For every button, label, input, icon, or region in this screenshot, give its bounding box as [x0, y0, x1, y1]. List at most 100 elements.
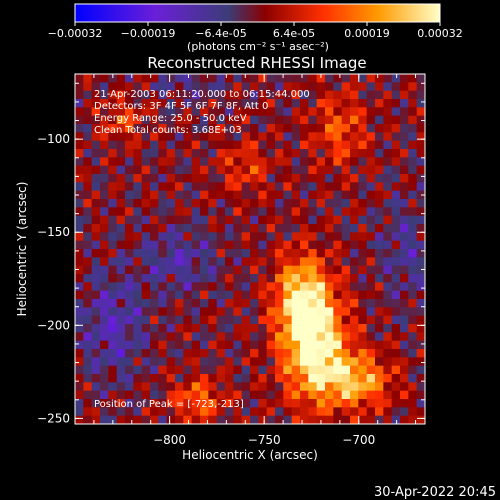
heatmap-cell	[141, 340, 151, 350]
heatmap-cell	[241, 290, 251, 300]
heatmap-cell	[166, 124, 176, 133]
heatmap-cell	[266, 74, 276, 83]
heatmap-cell	[91, 290, 101, 300]
heatmap-cell	[191, 315, 201, 325]
heatmap-cell	[125, 174, 134, 183]
heatmap-cell	[325, 182, 334, 192]
heatmap-cell	[283, 407, 293, 417]
heatmap-cell	[175, 165, 184, 175]
heatmap-cell	[233, 257, 243, 267]
heatmap-cell	[225, 340, 234, 350]
heatmap-cell	[366, 124, 376, 133]
heatmap-cell	[358, 290, 368, 300]
heatmap-cell	[283, 190, 293, 200]
heatmap-cell	[333, 399, 343, 408]
heatmap-cell	[158, 357, 168, 367]
heatmap-cell	[325, 99, 334, 108]
heatmap-cell	[75, 232, 84, 242]
heatmap-cell	[116, 140, 126, 150]
heatmap-cell	[75, 99, 84, 108]
heatmap-cell	[83, 299, 93, 308]
heatmap-cell	[75, 257, 84, 267]
heatmap-cell	[391, 399, 401, 408]
heatmap-cell	[225, 149, 234, 158]
heatmap-cell	[141, 115, 151, 125]
heatmap-cell	[191, 74, 201, 83]
heatmap-cell	[383, 265, 393, 275]
heatmap-cell	[416, 315, 426, 325]
heatmap-cell	[191, 149, 201, 158]
heatmap-cell	[225, 365, 234, 375]
heatmap-cell	[125, 207, 134, 217]
heatmap-cell	[341, 82, 351, 92]
heatmap-cell	[216, 299, 226, 308]
heatmap-cell	[83, 107, 93, 117]
heatmap-cell	[208, 132, 218, 142]
heatmap-cell	[350, 115, 359, 125]
heatmap-cell	[133, 290, 143, 300]
heatmap-cell	[300, 232, 309, 242]
heatmap-cell	[350, 149, 359, 158]
heatmap-cell	[416, 340, 426, 350]
heatmap-cell	[325, 415, 334, 425]
heatmap-cell	[133, 99, 143, 108]
heatmap-cell	[308, 240, 318, 250]
heatmap-cell	[208, 249, 218, 258]
heatmap-cell	[141, 382, 151, 392]
heatmap-cell	[333, 165, 343, 175]
heatmap-cell	[83, 82, 93, 92]
heatmap-cell	[108, 249, 118, 258]
heatmap-cell	[383, 82, 393, 92]
heatmap-cell	[300, 340, 309, 350]
heatmap-cell	[308, 382, 318, 392]
heatmap-cell	[158, 340, 168, 350]
heatmap-cell	[400, 132, 409, 142]
heatmap-cell	[350, 340, 359, 350]
heatmap-cell	[266, 107, 276, 117]
heatmap-cell	[325, 340, 334, 350]
heatmap-cell	[141, 407, 151, 417]
heatmap-cell	[100, 207, 109, 217]
heatmap-cell	[325, 165, 334, 175]
heatmap-cell	[225, 199, 234, 208]
heatmap-cell	[83, 207, 93, 217]
heatmap-cell	[275, 365, 284, 375]
heatmap-cell	[408, 165, 418, 175]
heatmap-cell	[400, 232, 409, 242]
heatmap-cell	[175, 199, 184, 208]
heatmap-cell	[291, 149, 301, 158]
heatmap-cell	[391, 174, 401, 183]
heatmap-cell	[241, 165, 251, 175]
heatmap-cell	[391, 215, 401, 225]
heatmap-cell	[133, 132, 143, 142]
heatmap-cell	[158, 399, 168, 408]
heatmap-cell	[333, 340, 343, 350]
heatmap-cell	[291, 349, 301, 358]
heatmap-cell	[258, 357, 268, 367]
heatmap-cell	[75, 374, 84, 383]
heatmap-cell	[333, 407, 343, 417]
heatmap-cell	[308, 407, 318, 417]
heatmap-cell	[200, 265, 209, 275]
heatmap-cell	[91, 107, 101, 117]
heatmap-cell	[225, 257, 234, 267]
heatmap-cell	[225, 274, 234, 283]
heatmap-cell	[200, 382, 209, 392]
heatmap-cell	[366, 315, 376, 325]
heatmap-cell	[325, 249, 334, 258]
heatmap-cell	[250, 115, 259, 125]
heatmap-cell	[75, 157, 84, 167]
heatmap-cell	[100, 190, 109, 200]
heatmap-cell	[216, 324, 226, 333]
heatmap-cell	[150, 315, 159, 325]
heatmap-cell	[150, 282, 159, 292]
heatmap-cell	[141, 315, 151, 325]
heatmap-cell	[125, 299, 134, 308]
heatmap-cell	[233, 365, 243, 375]
heatmap-cell	[125, 290, 134, 300]
heatmap-cell	[150, 290, 159, 300]
heatmap-cell	[408, 257, 418, 267]
heatmap-cell	[383, 390, 393, 400]
heatmap-cell	[391, 290, 401, 300]
heatmap-cell	[308, 232, 318, 242]
